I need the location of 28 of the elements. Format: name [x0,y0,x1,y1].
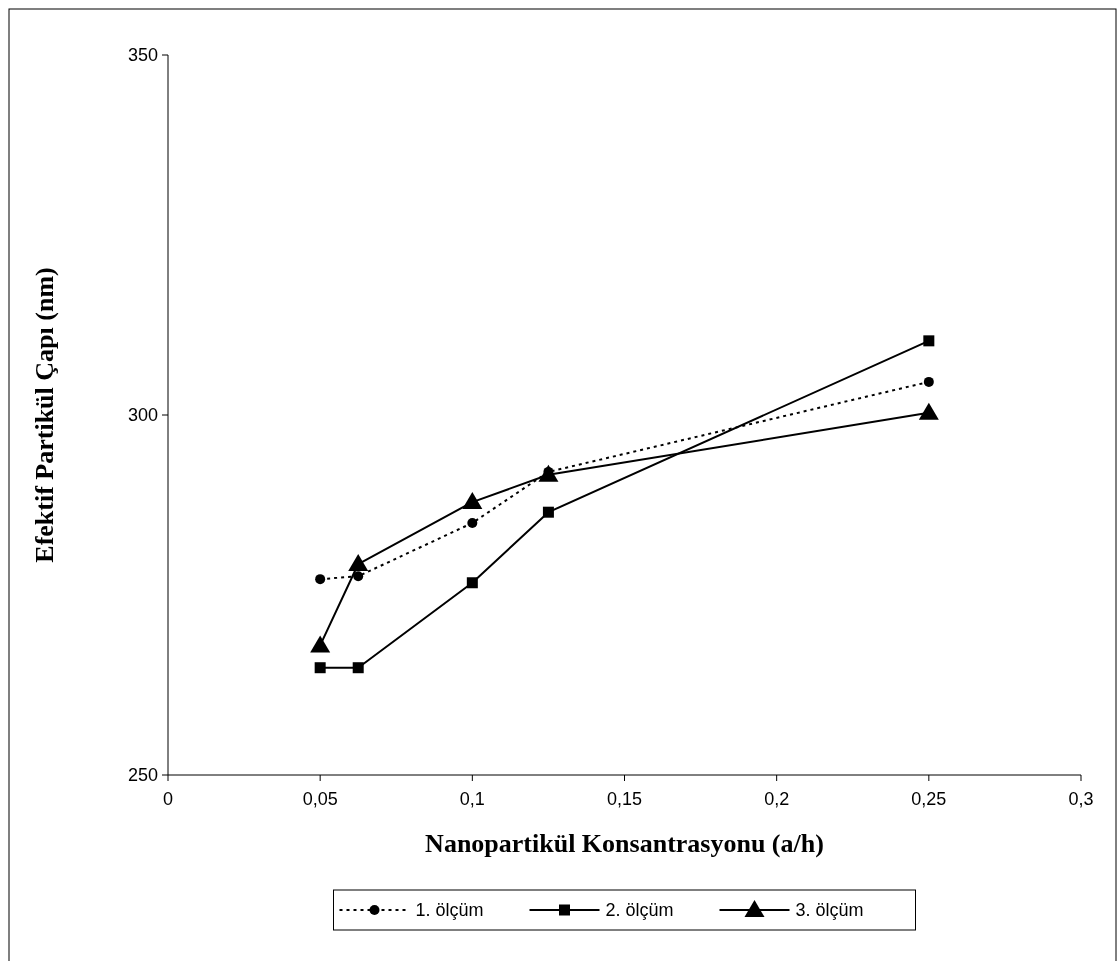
point [542,506,554,518]
point [923,376,934,387]
y-tick-label: 300 [127,405,158,426]
x-tick-label: 0,1 [459,789,485,809]
point [918,402,939,420]
y-tick-label: 250 [127,765,158,786]
x-tick-label: 0,25 [911,789,947,809]
point [314,662,326,674]
point [467,518,478,528]
point [352,662,364,674]
point [348,554,369,572]
point [315,574,326,585]
legend-label: 1. ölçüm [415,900,484,921]
legend-label: 3. ölçüm [795,900,864,921]
point [353,571,364,582]
point [466,577,478,589]
x-tick-label: 0,15 [606,789,643,809]
point [462,492,483,510]
y-axis-title: Efektif Partikül Çapı (nm) [30,267,59,563]
point [310,635,331,653]
x-tick-label: 0,05 [302,789,338,809]
x-tick-label: 0 [162,789,174,809]
point [923,335,935,347]
legend-label: 2. ölçüm [605,900,674,921]
x-tick-label: 0,3 [1068,789,1094,809]
x-tick-label: 0,2 [764,789,790,809]
y-tick-label: 350 [127,45,158,66]
x-axis-title: Nanopartikül Konsantrasyonu (a/h) [425,829,824,858]
